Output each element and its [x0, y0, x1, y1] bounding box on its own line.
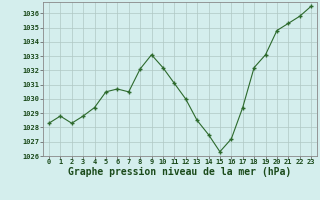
X-axis label: Graphe pression niveau de la mer (hPa): Graphe pression niveau de la mer (hPa)	[68, 167, 292, 177]
